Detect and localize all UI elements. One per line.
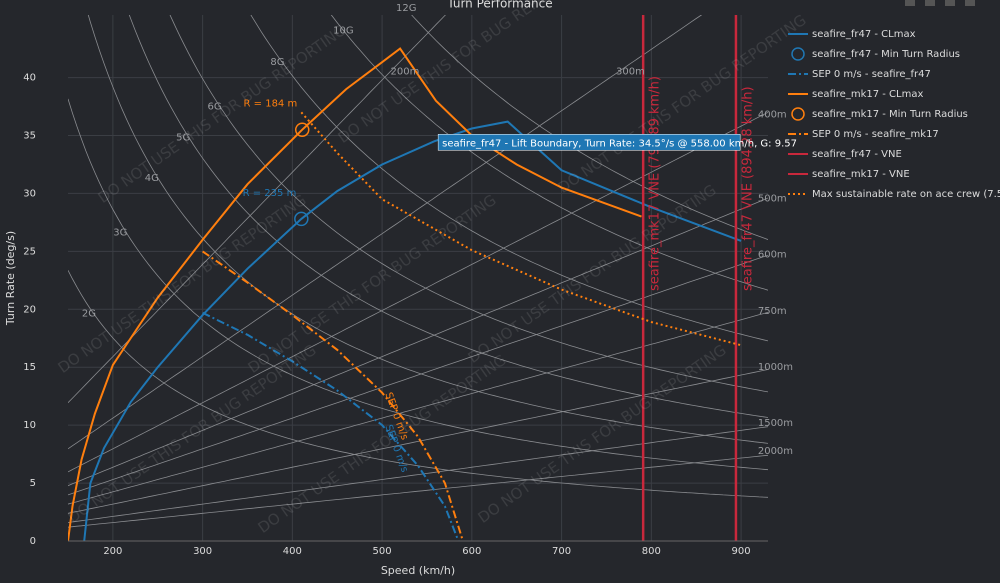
- y-tick-label: 25: [23, 246, 36, 257]
- g-line: [330, 15, 768, 291]
- x-tick-label: 500: [373, 546, 392, 557]
- data-label: R = 184 m: [244, 99, 298, 110]
- toolbar-icon[interactable]: [965, 0, 975, 6]
- radius-line: [68, 454, 768, 528]
- x-tick-label: 300: [193, 546, 212, 557]
- y-tick-label: 0: [30, 536, 36, 547]
- plot-area: [68, 15, 768, 541]
- g-line-label: 12G: [396, 3, 416, 14]
- g-line: [250, 15, 768, 342]
- toolbar-icon[interactable]: [905, 0, 915, 6]
- y-tick-label: 20: [23, 304, 36, 315]
- radius-line: [68, 311, 768, 505]
- radius-line: [68, 197, 768, 487]
- y-axis-label: Turn Rate (deg/s): [4, 231, 17, 326]
- hover-box: [437, 134, 741, 151]
- g-line-label: 5G: [176, 133, 190, 144]
- radius-line: [68, 15, 703, 450]
- g-line: [87, 15, 768, 444]
- x-tick-label: 600: [462, 546, 481, 557]
- vne-label: seafire_mk17 VNE (790.89 km/h): [648, 76, 663, 291]
- g-line: [169, 15, 768, 393]
- radius-line-label: 200m: [390, 67, 419, 78]
- min-radius-marker: [294, 122, 310, 137]
- y-tick-label: 30: [23, 188, 36, 199]
- y-tick-label: 40: [23, 73, 36, 84]
- radius-line-label: 1500m: [758, 418, 793, 429]
- y-tick-label: 15: [23, 362, 36, 373]
- radius-line-label: 750m: [758, 306, 787, 317]
- x-axis-label: Speed (km/h): [381, 564, 455, 577]
- min-radius-marker: [294, 211, 309, 227]
- radius-line: [68, 254, 768, 496]
- legend-swatch: [791, 107, 805, 121]
- x-tick-label: 200: [103, 546, 122, 557]
- legend-label: Max sustainable rate on ace crew (7.5G): [812, 189, 1000, 200]
- legend-label: seafire_mk17 - VNE: [812, 169, 910, 180]
- g-line: [68, 270, 768, 498]
- legend-label: seafire_fr47 - VNE: [812, 149, 902, 160]
- series-line: [300, 111, 742, 347]
- g-line: [68, 98, 768, 471]
- chart-title: Turn Performance: [446, 0, 552, 11]
- series-line: [202, 250, 464, 541]
- radius-line: [68, 111, 768, 473]
- radius-line-label: 1000m: [758, 362, 793, 373]
- g-line: [128, 15, 768, 418]
- legend-label: seafire_fr47 - Min Turn Radius: [812, 49, 960, 60]
- vne-label: seafire_fr47 VNE (894.28 km/h): [740, 86, 755, 291]
- toolbar: [905, 0, 975, 6]
- radius-line: [68, 426, 768, 523]
- toolbar-icon[interactable]: [945, 0, 955, 6]
- x-tick-label: 800: [642, 546, 661, 557]
- g-line-label: 3G: [113, 227, 127, 238]
- g-line-label: 6G: [208, 102, 222, 113]
- series-line: [202, 311, 460, 541]
- legend-label: seafire_mk17 - Min Turn Radius: [812, 109, 968, 120]
- g-line-label: 8G: [270, 57, 284, 68]
- g-line: [411, 15, 768, 240]
- radius-line-label: 2000m: [758, 446, 793, 457]
- x-tick-label: 700: [552, 546, 571, 557]
- y-tick-label: 5: [30, 478, 36, 489]
- legend-label: seafire_fr47 - CLmax: [812, 29, 916, 40]
- toolbar-icon[interactable]: [925, 0, 935, 6]
- x-tick-label: 400: [283, 546, 302, 557]
- radius-line-label: 400m: [758, 110, 787, 121]
- g-line-label: 2G: [82, 308, 96, 319]
- y-tick-label: 35: [23, 130, 36, 141]
- g-line-label: 4G: [145, 173, 159, 184]
- legend-label: SEP 0 m/s - seafire_mk17: [812, 129, 939, 140]
- legend-swatch: [791, 47, 805, 61]
- hover-text: seafire_fr47 - Lift Boundary, Turn Rate:…: [442, 138, 797, 149]
- y-tick-label: 10: [23, 420, 36, 431]
- radius-line-label: 500m: [758, 194, 787, 205]
- x-tick-label: 900: [732, 546, 751, 557]
- radius-line-label: 300m: [616, 67, 645, 78]
- legend-label: SEP 0 m/s - seafire_fr47: [812, 69, 931, 80]
- radius-line-label: 600m: [758, 250, 787, 261]
- g-line-label: 10G: [333, 26, 353, 37]
- radius-line: [68, 369, 768, 514]
- data-label: R = 235 m: [243, 188, 297, 199]
- radius-line: [68, 15, 446, 403]
- legend-label: seafire_mk17 - CLmax: [812, 89, 923, 100]
